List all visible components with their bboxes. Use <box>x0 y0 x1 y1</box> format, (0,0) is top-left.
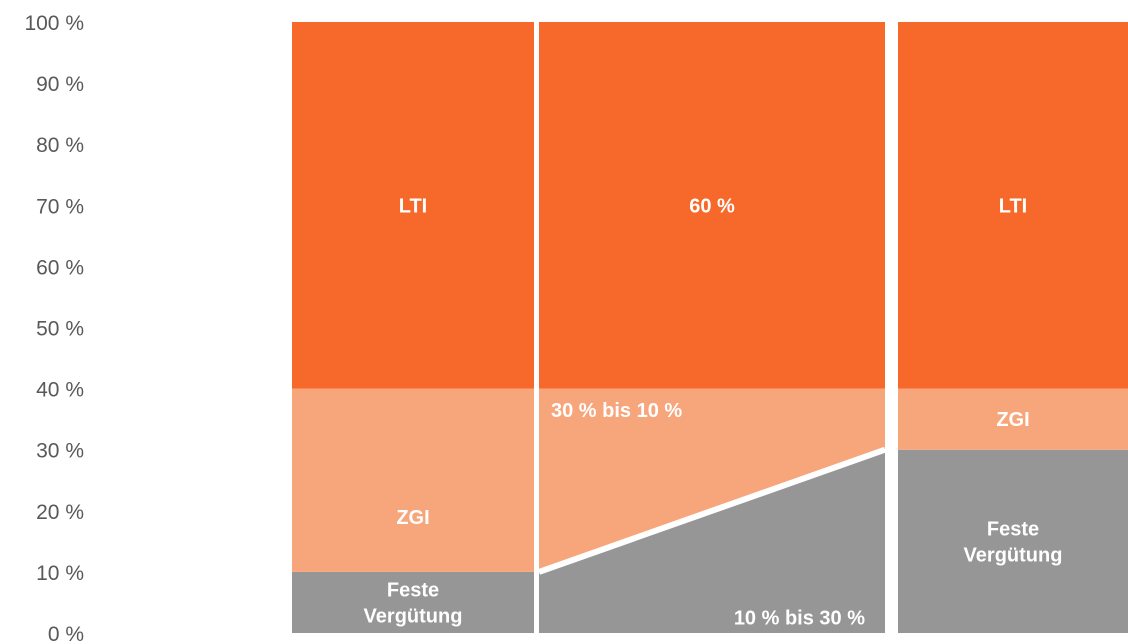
y-tick-label: 80 % <box>36 134 84 157</box>
y-tick-label: 0 % <box>48 623 84 644</box>
bar-column-1: Feste Vergütung ZGI LTI <box>292 22 534 633</box>
segment-zgi <box>292 388 534 572</box>
segment-label: LTI <box>999 195 1028 217</box>
y-axis: 0 % 10 % 20 % 30 % 40 % 50 % 60 % 70 % 80 % 90 % 1… <box>24 12 84 644</box>
y-tick-label: 60 % <box>36 256 84 279</box>
transition-divider <box>538 446 886 575</box>
segment-label: Vergütung <box>964 544 1063 566</box>
bars: Feste Vergütung ZGI LTI 10 % bis 30 % 30 % bi… <box>292 22 1128 633</box>
y-tick-label: 20 % <box>36 501 84 524</box>
segment-label: 10 % bis 30 % <box>734 608 865 630</box>
segment-label: 30 % bis 10 % <box>551 400 682 422</box>
segment-lti <box>292 22 534 389</box>
y-tick-label: 40 % <box>36 379 84 402</box>
segment-fixed <box>539 449 885 633</box>
y-tick-label: 10 % <box>36 562 84 585</box>
y-tick-label: 50 % <box>36 318 84 341</box>
segment-label: 60 % <box>689 195 735 217</box>
bar-column-3: Feste Vergütung ZGI LTI <box>898 22 1128 633</box>
segment-label: Vergütung <box>364 605 463 627</box>
segment-fixed <box>898 449 1128 633</box>
segment-label: Feste <box>387 579 439 601</box>
segment-lti <box>539 22 885 389</box>
y-tick-label: 30 % <box>36 440 84 463</box>
segment-label: Feste <box>987 518 1039 540</box>
segment-zgi <box>539 388 885 572</box>
segment-label: ZGI <box>396 507 429 529</box>
segment-lti <box>898 22 1128 389</box>
y-tick-label: 70 % <box>36 195 84 218</box>
segment-label: ZGI <box>996 409 1029 431</box>
segment-zgi <box>898 388 1128 450</box>
y-tick-label: 100 % <box>24 12 84 35</box>
segment-fixed <box>292 571 534 633</box>
bar-column-2: 10 % bis 30 % 30 % bis 10 % 60 % <box>538 22 886 633</box>
y-tick-label: 90 % <box>36 73 84 96</box>
segment-label: LTI <box>399 195 428 217</box>
